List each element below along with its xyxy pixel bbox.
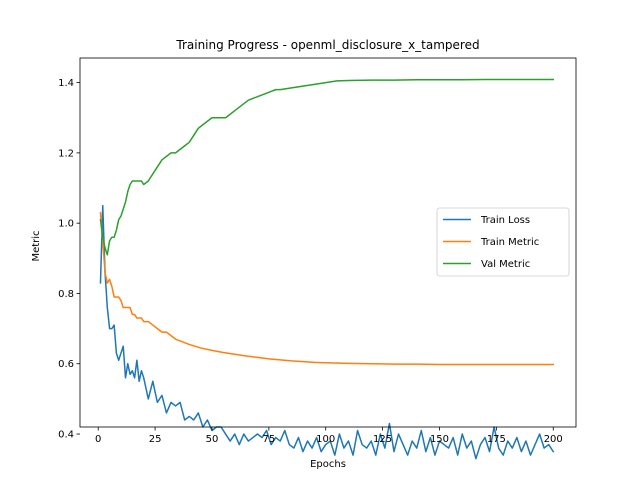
x-tick-label: 100 [316, 434, 335, 445]
x-tick-label: 50 [206, 434, 219, 445]
series-line-train-metric [99, 211, 554, 366]
x-axis-label: Epochs [310, 459, 346, 470]
legend: Train Loss Train Metric Val Metric [436, 207, 570, 277]
legend-entry: Train Loss [480, 215, 530, 226]
y-axis-label: Metric [31, 230, 42, 261]
series-line-val-metric [99, 78, 554, 256]
axes-frame [79, 57, 577, 428]
chart-title: Training Progress - openml_disclosure_x_… [175, 38, 479, 52]
x-tick-label: 0 [95, 434, 101, 445]
legend-box [436, 207, 570, 277]
x-tick-label: 200 [544, 434, 563, 445]
plot-area: 0 25 50 75 100 125 150 175 200 0.4 0.6 0.8 1.0 1.2 1.4 [58, 57, 577, 460]
series-line-train-loss [99, 204, 555, 460]
y-tick-label: 0.4 [58, 430, 74, 441]
x-tick-label: 125 [373, 434, 392, 445]
y-tick-label: 1.2 [58, 148, 74, 159]
y-tick-label: 1.0 [58, 219, 74, 230]
y-tick-label: 0.6 [58, 359, 74, 370]
y-tick-label: 1.4 [58, 78, 74, 89]
legend-entry: Val Metric [481, 259, 530, 270]
legend-entry: Train Metric [480, 237, 539, 248]
x-tick-label: 25 [149, 434, 162, 445]
x-tick-label: 150 [430, 434, 449, 445]
x-tick-label: 75 [262, 434, 275, 445]
x-tick-label: 175 [487, 434, 506, 445]
y-tick-label: 0.8 [58, 289, 74, 300]
